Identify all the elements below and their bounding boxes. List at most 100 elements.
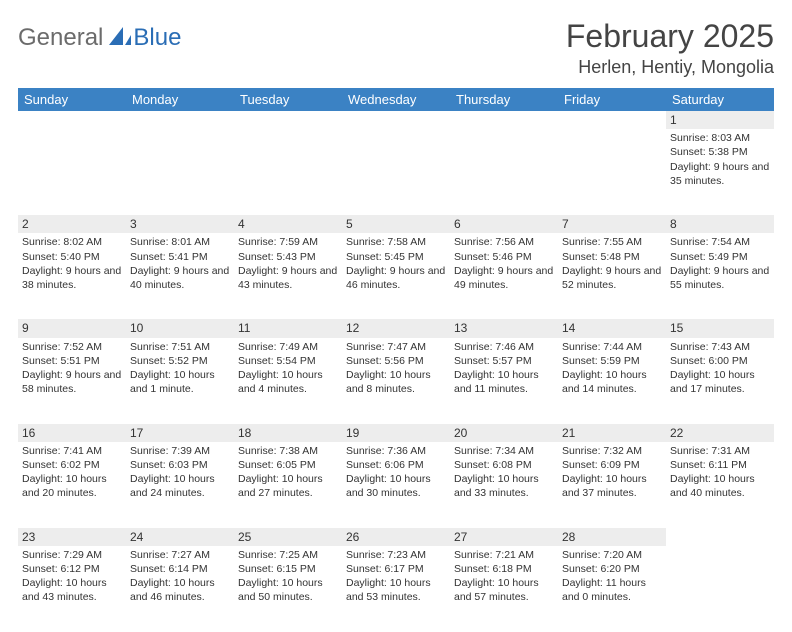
logo: General Blue xyxy=(18,24,181,52)
sunrise-text: Sunrise: 7:44 AM xyxy=(562,340,662,354)
sunrise-text: Sunrise: 7:27 AM xyxy=(130,548,230,562)
day-number: 23 xyxy=(22,530,35,544)
day-cell: Sunrise: 8:01 AMSunset: 5:41 PMDaylight:… xyxy=(126,233,234,319)
day-number-row: 232425262728 xyxy=(18,528,774,546)
daylight-text: Daylight: 10 hours and 43 minutes. xyxy=(22,576,122,604)
daylight-text: Daylight: 9 hours and 52 minutes. xyxy=(562,264,662,292)
day-number-cell: 1 xyxy=(666,111,774,129)
weekday-header: Sunday xyxy=(18,88,126,111)
day-cell: Sunrise: 7:23 AMSunset: 6:17 PMDaylight:… xyxy=(342,546,450,632)
sunset-text: Sunset: 6:11 PM xyxy=(670,458,770,472)
day-number: 12 xyxy=(346,321,359,335)
sunrise-text: Sunrise: 8:01 AM xyxy=(130,235,230,249)
day-number-row: 2345678 xyxy=(18,215,774,233)
daylight-text: Daylight: 10 hours and 50 minutes. xyxy=(238,576,338,604)
sunrise-text: Sunrise: 7:39 AM xyxy=(130,444,230,458)
day-content-row: Sunrise: 7:52 AMSunset: 5:51 PMDaylight:… xyxy=(18,338,774,424)
day-number-cell: 24 xyxy=(126,528,234,546)
day-number: 5 xyxy=(346,217,353,231)
sunset-text: Sunset: 5:52 PM xyxy=(130,354,230,368)
day-cell: Sunrise: 7:34 AMSunset: 6:08 PMDaylight:… xyxy=(450,442,558,528)
day-cell: Sunrise: 8:02 AMSunset: 5:40 PMDaylight:… xyxy=(18,233,126,319)
weekday-header: Tuesday xyxy=(234,88,342,111)
day-cell: Sunrise: 7:47 AMSunset: 5:56 PMDaylight:… xyxy=(342,338,450,424)
day-content-row: Sunrise: 7:29 AMSunset: 6:12 PMDaylight:… xyxy=(18,546,774,632)
daylight-text: Daylight: 10 hours and 27 minutes. xyxy=(238,472,338,500)
day-cell: Sunrise: 7:51 AMSunset: 5:52 PMDaylight:… xyxy=(126,338,234,424)
day-number-cell: 9 xyxy=(18,319,126,337)
day-number-cell: 13 xyxy=(450,319,558,337)
daylight-text: Daylight: 9 hours and 35 minutes. xyxy=(670,160,770,188)
sunrise-text: Sunrise: 7:23 AM xyxy=(346,548,446,562)
sunset-text: Sunset: 6:18 PM xyxy=(454,562,554,576)
daylight-text: Daylight: 9 hours and 49 minutes. xyxy=(454,264,554,292)
day-number: 2 xyxy=(22,217,29,231)
day-number: 4 xyxy=(238,217,245,231)
day-cell: Sunrise: 7:43 AMSunset: 6:00 PMDaylight:… xyxy=(666,338,774,424)
day-number: 19 xyxy=(346,426,359,440)
sunset-text: Sunset: 5:40 PM xyxy=(22,250,122,264)
day-number-cell: 19 xyxy=(342,424,450,442)
day-number-cell: 5 xyxy=(342,215,450,233)
daylight-text: Daylight: 9 hours and 38 minutes. xyxy=(22,264,122,292)
day-number-cell: 25 xyxy=(234,528,342,546)
daylight-text: Daylight: 10 hours and 20 minutes. xyxy=(22,472,122,500)
day-cell: Sunrise: 7:58 AMSunset: 5:45 PMDaylight:… xyxy=(342,233,450,319)
day-number-row: 16171819202122 xyxy=(18,424,774,442)
day-number-cell: 28 xyxy=(558,528,666,546)
sunset-text: Sunset: 6:15 PM xyxy=(238,562,338,576)
day-number: 3 xyxy=(130,217,137,231)
day-number-cell: 6 xyxy=(450,215,558,233)
day-number-row: 9101112131415 xyxy=(18,319,774,337)
day-cell: Sunrise: 7:36 AMSunset: 6:06 PMDaylight:… xyxy=(342,442,450,528)
daylight-text: Daylight: 10 hours and 40 minutes. xyxy=(670,472,770,500)
day-number-cell: 10 xyxy=(126,319,234,337)
logo-text-blue: Blue xyxy=(133,24,181,52)
daylight-text: Daylight: 10 hours and 17 minutes. xyxy=(670,368,770,396)
sunset-text: Sunset: 5:38 PM xyxy=(670,145,770,159)
daylight-text: Daylight: 10 hours and 37 minutes. xyxy=(562,472,662,500)
sunset-text: Sunset: 6:17 PM xyxy=(346,562,446,576)
day-number: 20 xyxy=(454,426,467,440)
day-cell: Sunrise: 7:56 AMSunset: 5:46 PMDaylight:… xyxy=(450,233,558,319)
day-cell: Sunrise: 7:54 AMSunset: 5:49 PMDaylight:… xyxy=(666,233,774,319)
sunset-text: Sunset: 5:43 PM xyxy=(238,250,338,264)
day-number: 7 xyxy=(562,217,569,231)
day-cell: Sunrise: 7:39 AMSunset: 6:03 PMDaylight:… xyxy=(126,442,234,528)
day-cell: Sunrise: 7:38 AMSunset: 6:05 PMDaylight:… xyxy=(234,442,342,528)
daylight-text: Daylight: 10 hours and 46 minutes. xyxy=(130,576,230,604)
day-number-cell: 18 xyxy=(234,424,342,442)
sunrise-text: Sunrise: 7:59 AM xyxy=(238,235,338,249)
day-number: 16 xyxy=(22,426,35,440)
sunset-text: Sunset: 6:02 PM xyxy=(22,458,122,472)
day-number-cell: 12 xyxy=(342,319,450,337)
day-cell: Sunrise: 7:52 AMSunset: 5:51 PMDaylight:… xyxy=(18,338,126,424)
day-number-cell xyxy=(18,111,126,129)
daylight-text: Daylight: 9 hours and 40 minutes. xyxy=(130,264,230,292)
sunset-text: Sunset: 6:20 PM xyxy=(562,562,662,576)
weekday-header-row: Sunday Monday Tuesday Wednesday Thursday… xyxy=(18,88,774,111)
sunrise-text: Sunrise: 7:49 AM xyxy=(238,340,338,354)
day-number: 1 xyxy=(670,113,677,127)
day-number-cell: 2 xyxy=(18,215,126,233)
day-cell: Sunrise: 7:31 AMSunset: 6:11 PMDaylight:… xyxy=(666,442,774,528)
day-number-cell: 14 xyxy=(558,319,666,337)
day-number-cell: 27 xyxy=(450,528,558,546)
sunrise-text: Sunrise: 8:02 AM xyxy=(22,235,122,249)
day-number-cell: 11 xyxy=(234,319,342,337)
sunrise-text: Sunrise: 7:43 AM xyxy=(670,340,770,354)
sunset-text: Sunset: 5:49 PM xyxy=(670,250,770,264)
sunrise-text: Sunrise: 7:36 AM xyxy=(346,444,446,458)
sunset-text: Sunset: 5:46 PM xyxy=(454,250,554,264)
day-number: 10 xyxy=(130,321,143,335)
day-cell: Sunrise: 7:32 AMSunset: 6:09 PMDaylight:… xyxy=(558,442,666,528)
day-cell: Sunrise: 7:46 AMSunset: 5:57 PMDaylight:… xyxy=(450,338,558,424)
sunrise-text: Sunrise: 7:56 AM xyxy=(454,235,554,249)
day-number-cell: 4 xyxy=(234,215,342,233)
sunrise-text: Sunrise: 7:34 AM xyxy=(454,444,554,458)
day-cell: Sunrise: 7:41 AMSunset: 6:02 PMDaylight:… xyxy=(18,442,126,528)
daylight-text: Daylight: 10 hours and 24 minutes. xyxy=(130,472,230,500)
sunrise-text: Sunrise: 8:03 AM xyxy=(670,131,770,145)
day-number-cell: 23 xyxy=(18,528,126,546)
sunrise-text: Sunrise: 7:32 AM xyxy=(562,444,662,458)
